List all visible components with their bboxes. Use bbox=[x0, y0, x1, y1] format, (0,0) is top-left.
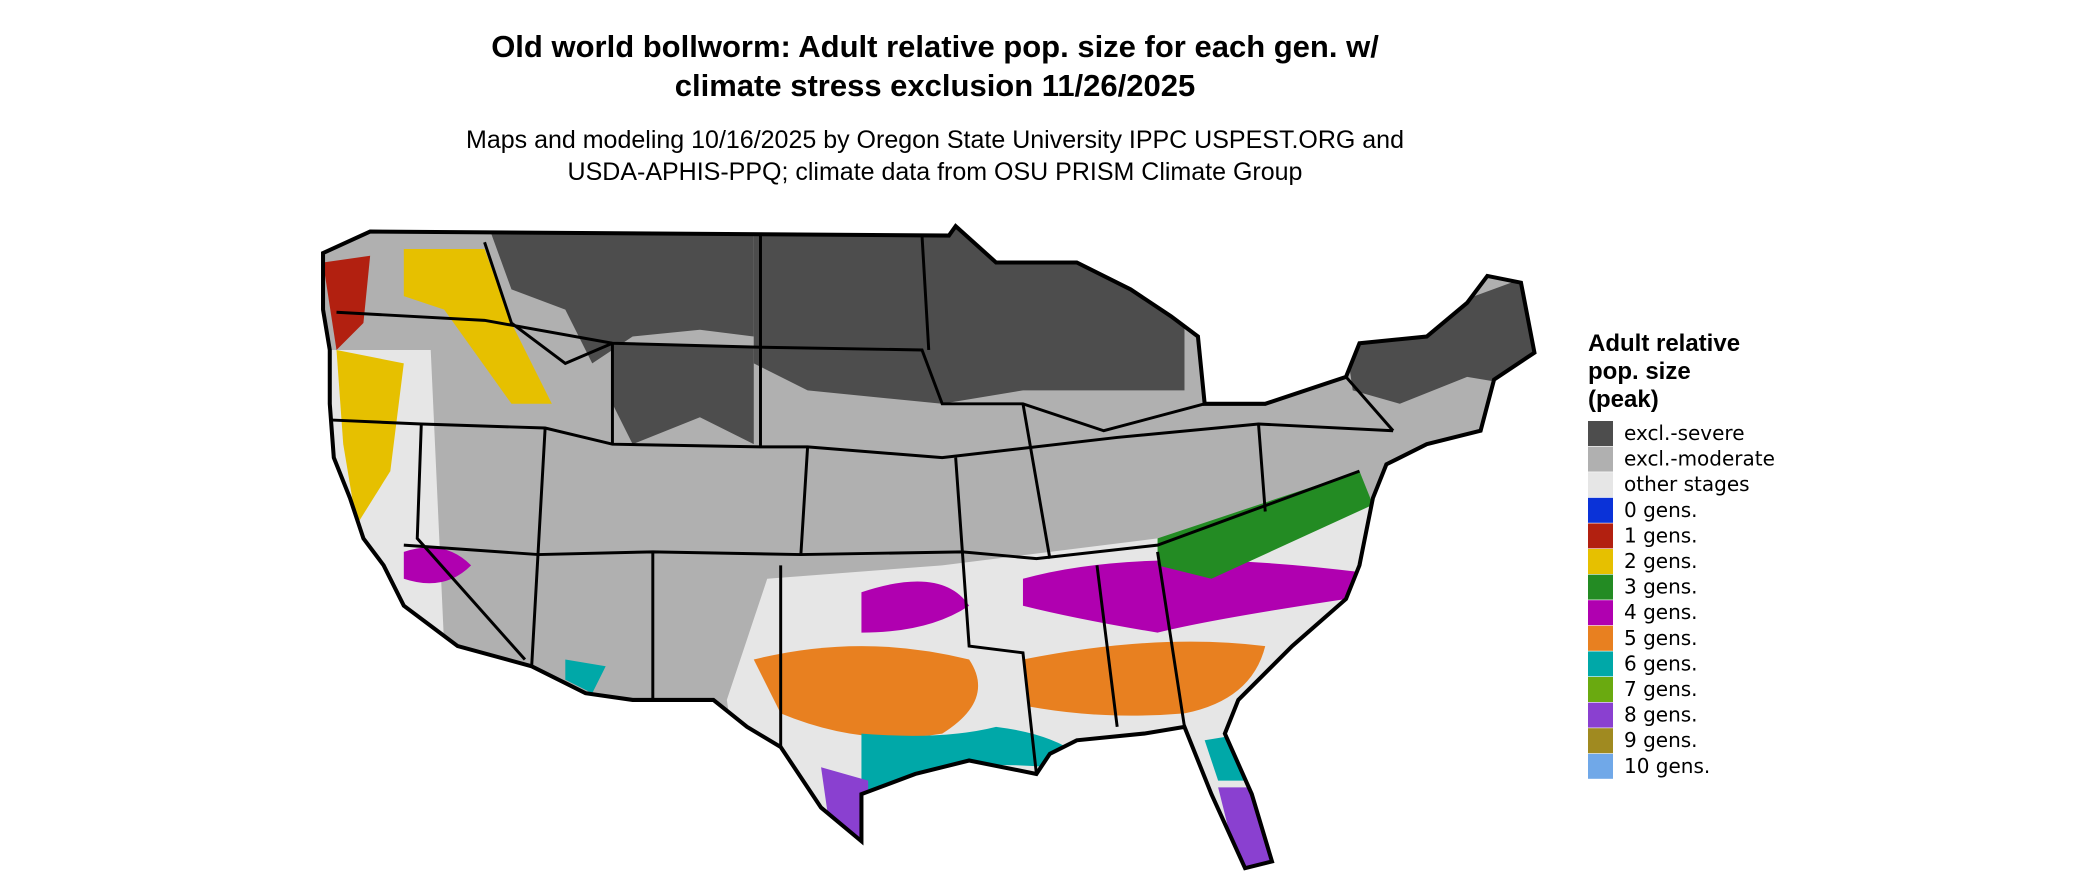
legend-swatch bbox=[1588, 497, 1613, 523]
country-outline bbox=[321, 223, 1537, 871]
legend-label: excl.-severe bbox=[1624, 421, 1745, 445]
legend-label: 7 gens. bbox=[1624, 677, 1698, 701]
legend-title: pop. size bbox=[1588, 358, 1691, 385]
subtitle-line: USDA-APHIS-PPQ; climate data from OSU PR… bbox=[568, 158, 1303, 186]
legend-label: excl.-moderate bbox=[1624, 447, 1775, 471]
legend-label: 3 gens. bbox=[1624, 575, 1698, 599]
legend-label: 0 gens. bbox=[1624, 498, 1698, 522]
region bbox=[1345, 269, 1535, 404]
legend-swatch bbox=[1588, 523, 1613, 549]
legend-swatch bbox=[1588, 753, 1613, 779]
legend-swatch bbox=[1588, 574, 1613, 600]
region bbox=[861, 581, 970, 633]
legend-swatch bbox=[1588, 446, 1613, 472]
legend-label: 9 gens. bbox=[1624, 728, 1698, 752]
map bbox=[321, 223, 1537, 871]
legend-swatch bbox=[1588, 728, 1613, 754]
legend-label: 6 gens. bbox=[1624, 651, 1698, 675]
legend-swatch bbox=[1588, 600, 1613, 626]
legend-swatch bbox=[1588, 677, 1613, 702]
region bbox=[565, 659, 606, 694]
region bbox=[753, 226, 1185, 404]
region bbox=[323, 255, 371, 350]
legend-label: 1 gens. bbox=[1624, 523, 1698, 547]
legend-swatch bbox=[1588, 421, 1613, 446]
state-borders bbox=[329, 235, 1395, 775]
region bbox=[1022, 641, 1266, 716]
legend-label: 5 gens. bbox=[1624, 626, 1698, 650]
title-line: Old world bollworm: Adult relative pop. … bbox=[491, 29, 1379, 64]
legend-title: Adult relative bbox=[1588, 330, 1740, 357]
region bbox=[336, 349, 404, 525]
region bbox=[403, 249, 552, 404]
subtitle-line: Maps and modeling 10/16/2025 by Oregon S… bbox=[466, 126, 1404, 154]
legend-swatch bbox=[1588, 549, 1613, 574]
legend-label: 4 gens. bbox=[1624, 600, 1698, 624]
region bbox=[403, 547, 472, 584]
legend-title: (peak) bbox=[1588, 386, 1659, 413]
legend-label: 8 gens. bbox=[1624, 703, 1698, 727]
region bbox=[821, 767, 869, 848]
legend-label: other stages bbox=[1624, 472, 1750, 496]
region bbox=[1022, 560, 1360, 633]
region bbox=[1157, 471, 1373, 579]
legend-swatch bbox=[1588, 472, 1613, 498]
legend-label: 2 gens. bbox=[1624, 549, 1698, 573]
title-line: climate stress exclusion 11/26/2025 bbox=[675, 68, 1195, 103]
legend-swatch bbox=[1588, 625, 1613, 651]
region bbox=[753, 646, 979, 738]
legend-label: 10 gens. bbox=[1624, 754, 1710, 778]
legend-swatch bbox=[1588, 702, 1613, 728]
legend-swatch bbox=[1588, 651, 1613, 677]
region bbox=[612, 343, 754, 445]
region bbox=[484, 226, 754, 364]
